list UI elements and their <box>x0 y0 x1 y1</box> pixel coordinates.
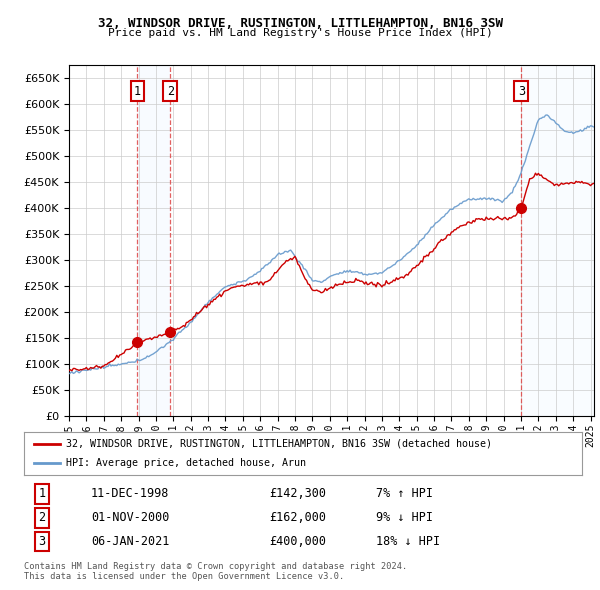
Text: 06-JAN-2021: 06-JAN-2021 <box>91 535 169 548</box>
Text: 32, WINDSOR DRIVE, RUSTINGTON, LITTLEHAMPTON, BN16 3SW: 32, WINDSOR DRIVE, RUSTINGTON, LITTLEHAM… <box>97 17 503 30</box>
Text: 3: 3 <box>518 85 525 98</box>
Text: 1: 1 <box>134 85 141 98</box>
Text: 1: 1 <box>38 487 46 500</box>
Text: 01-NOV-2000: 01-NOV-2000 <box>91 511 169 525</box>
Text: £142,300: £142,300 <box>269 487 326 500</box>
Text: 2: 2 <box>167 85 174 98</box>
Text: 7% ↑ HPI: 7% ↑ HPI <box>376 487 433 500</box>
Bar <box>521 65 594 416</box>
Text: 2: 2 <box>38 511 46 525</box>
Text: 18% ↓ HPI: 18% ↓ HPI <box>376 535 440 548</box>
Text: 3: 3 <box>38 535 46 548</box>
Text: £162,000: £162,000 <box>269 511 326 525</box>
Text: £400,000: £400,000 <box>269 535 326 548</box>
Text: 9% ↓ HPI: 9% ↓ HPI <box>376 511 433 525</box>
Text: HPI: Average price, detached house, Arun: HPI: Average price, detached house, Arun <box>66 458 306 468</box>
Text: 32, WINDSOR DRIVE, RUSTINGTON, LITTLEHAMPTON, BN16 3SW (detached house): 32, WINDSOR DRIVE, RUSTINGTON, LITTLEHAM… <box>66 439 492 449</box>
Text: Contains HM Land Registry data © Crown copyright and database right 2024.
This d: Contains HM Land Registry data © Crown c… <box>24 562 407 581</box>
Text: 11-DEC-1998: 11-DEC-1998 <box>91 487 169 500</box>
Bar <box>137 65 170 416</box>
Text: Price paid vs. HM Land Registry's House Price Index (HPI): Price paid vs. HM Land Registry's House … <box>107 28 493 38</box>
